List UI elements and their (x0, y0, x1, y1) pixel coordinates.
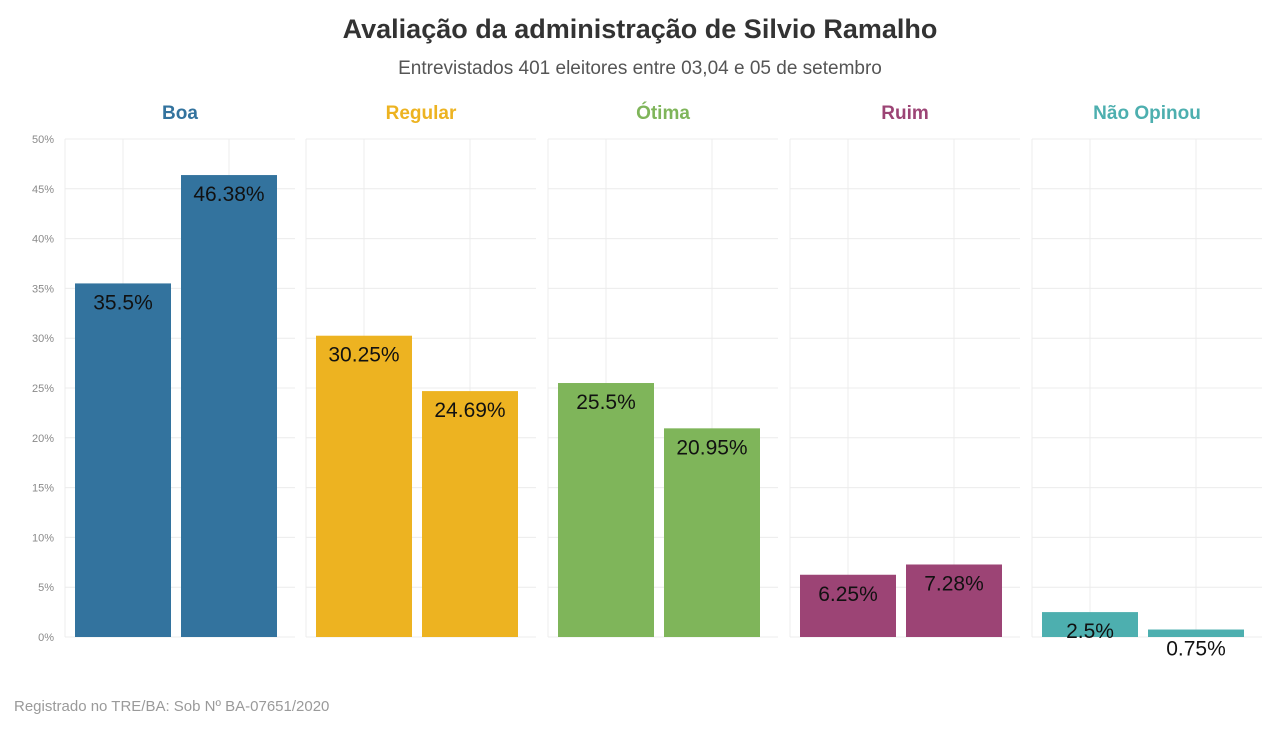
data-label: 30.25% (328, 344, 399, 367)
facet-label: Ruim (881, 103, 929, 124)
y-tick-label: 30% (32, 333, 54, 345)
bar (664, 428, 760, 637)
data-label: 0.75% (1166, 638, 1226, 661)
facet-label: Regular (386, 103, 457, 124)
data-label: 35.5% (93, 291, 153, 314)
y-tick-label: 50% (32, 134, 54, 146)
bar (1042, 612, 1138, 637)
y-tick-label: 15% (32, 483, 54, 495)
bar (181, 175, 277, 637)
bar (800, 574, 896, 637)
data-label: 20.95% (676, 436, 747, 459)
facet-label: Ótima (636, 102, 690, 124)
data-label: 6.25% (818, 583, 878, 606)
data-label: 2.5% (1066, 620, 1114, 643)
bar (316, 335, 412, 637)
y-tick-label: 45% (32, 184, 54, 196)
footnote: Registrado no TRE/BA: Sob Nº BA-07651/20… (14, 698, 330, 715)
bar (422, 391, 518, 637)
chart-title: Avaliação da administração de Silvio Ram… (342, 14, 938, 44)
y-tick-label: 40% (32, 234, 54, 246)
bar (558, 383, 654, 637)
y-tick-label: 35% (32, 283, 54, 295)
bar (1148, 629, 1244, 637)
facet-label: Boa (162, 103, 198, 124)
y-tick-label: 5% (38, 582, 54, 594)
data-label: 25.5% (576, 391, 636, 414)
chart-subtitle: Entrevistados 401 eleitores entre 03,04 … (398, 58, 882, 79)
bar (906, 564, 1002, 637)
data-label: 7.28% (924, 572, 984, 595)
data-label: 24.69% (434, 399, 505, 422)
y-tick-label: 10% (32, 532, 54, 544)
facet-label: Não Opinou (1093, 103, 1201, 124)
y-tick-label: 20% (32, 433, 54, 445)
y-tick-label: 0% (38, 632, 54, 644)
bar (75, 283, 171, 637)
y-tick-label: 25% (32, 383, 54, 395)
data-label: 46.38% (193, 183, 264, 206)
